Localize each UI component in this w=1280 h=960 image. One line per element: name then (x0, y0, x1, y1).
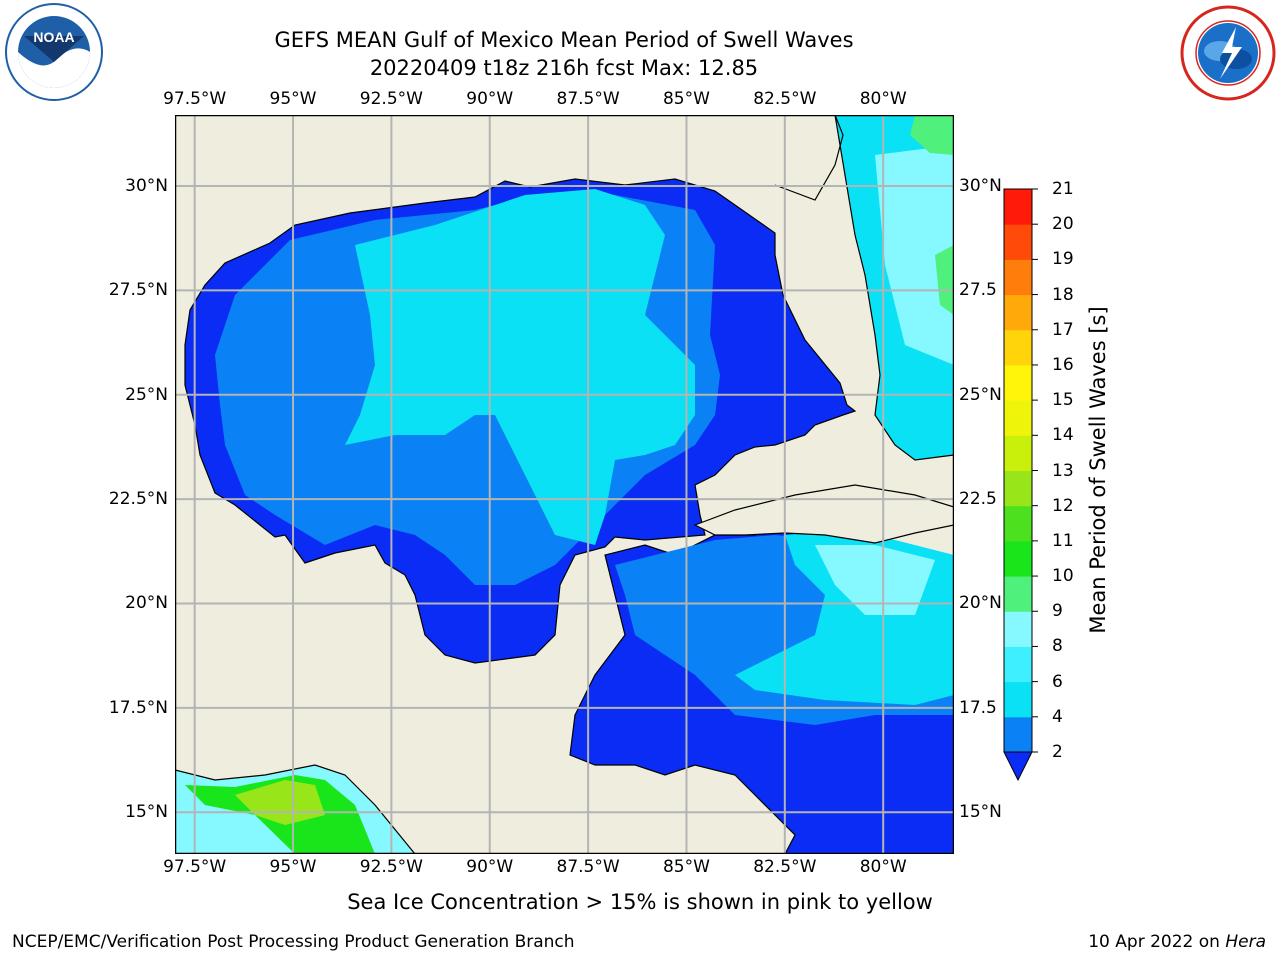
colorbar-segment (1004, 470, 1032, 507)
longitude-tick-bottom: 82.5°W (753, 857, 817, 877)
colorbar-segment (1004, 259, 1032, 296)
colorbar-tick-label: 4 (1052, 706, 1063, 727)
colorbar-tick-label: 14 (1052, 425, 1074, 446)
colorbar-tick-label: 13 (1052, 460, 1074, 481)
longitude-tick-top: 97.5°W (163, 89, 227, 109)
colorbar-tick-label: 20 (1052, 214, 1074, 235)
nws-logo (1180, 5, 1276, 101)
colorbar-tick-label: 21 (1052, 179, 1074, 199)
footer-host: Hera (1225, 932, 1266, 952)
grid-lines (175, 115, 954, 854)
atlantic-green-swell (910, 115, 954, 315)
colorbar-tick-label: 16 (1052, 354, 1074, 375)
colorbar-segment (1004, 646, 1032, 683)
colorbar-segment (1004, 400, 1032, 436)
latitude-tick-left: 30°N (125, 175, 168, 196)
latitude-tick-left: 22.5°N (108, 489, 168, 510)
colorbar-tick-label: 19 (1052, 249, 1074, 270)
colorbar-tick-label: 2 (1052, 742, 1063, 762)
chart-subtitle: 20220409 t18z 216h fcst Max: 12.85 (369, 56, 759, 80)
longitude-tick-bottom: 92.5°W (359, 857, 423, 877)
noaa-logo: NOAA (4, 2, 104, 102)
colorbar-tick-label: 6 (1052, 671, 1063, 692)
colorbar-segment (1004, 681, 1032, 718)
longitude-tick-top: 85°W (662, 89, 710, 109)
longitude-tick-bottom: 90°W (466, 857, 514, 877)
latitude-tick-right: 22.5 (959, 489, 997, 510)
latitude-tick-right: 25°N (959, 384, 1002, 405)
longitude-tick-top: 92.5°W (359, 89, 423, 109)
sea-ice-note: Sea Ice Concentration > 15% is shown in … (347, 890, 933, 914)
colorbar-label: Mean Period of Swell Waves [s] (1086, 306, 1110, 634)
latitude-tick-right: 15°N (959, 802, 1002, 823)
footer-date: 10 Apr 2022 on Hera (1088, 932, 1266, 952)
atlantic-light-swell (875, 145, 954, 365)
colorbar-segment (1004, 716, 1032, 753)
longitude-tick-top: 95°W (269, 89, 317, 109)
colorbar-extend-arrow (1003, 751, 1033, 782)
colorbar-segment (1004, 224, 1032, 260)
colorbar-tick-label: 15 (1052, 390, 1074, 411)
gulf-map (175, 115, 954, 854)
longitude-tick-bottom: 80°W (859, 857, 907, 877)
colorbar-tick-label: 10 (1052, 566, 1074, 587)
florida-coast (774, 115, 844, 201)
caribbean-light-swell (815, 545, 935, 615)
colorbar-segment (1004, 505, 1032, 542)
longitude-tick-top: 80°W (859, 89, 907, 109)
colorbar-segment (1004, 576, 1032, 612)
colorbar-tick-label: 8 (1052, 636, 1063, 657)
colorbar-tick-label: 11 (1052, 530, 1074, 551)
map-frame (175, 115, 954, 854)
colorbar-segment (1004, 329, 1032, 366)
latitude-tick-right: 17.5 (959, 697, 997, 718)
latitude-tick-right: 20°N (959, 593, 1002, 614)
footer-credit: NCEP/EMC/Verification Post Processing Pr… (12, 932, 575, 952)
colorbar-tick-label: 17 (1052, 319, 1074, 340)
colorbar-segment (1004, 611, 1032, 647)
noaa-logo-text: NOAA (33, 29, 74, 45)
longitude-tick-bottom: 85°W (662, 857, 710, 877)
longitude-tick-top: 82.5°W (753, 89, 817, 109)
latitude-tick-left: 20°N (125, 593, 168, 614)
colorbar-segment (1004, 189, 1032, 225)
colorbar-tick-label: 12 (1052, 495, 1074, 516)
footer-date-text: 10 Apr 2022 on (1088, 932, 1220, 952)
latitude-tick-left: 27.5°N (108, 280, 168, 301)
latitude-tick-right: 27.5 (959, 280, 997, 301)
colorbar (1003, 188, 1038, 782)
chart-title: GEFS MEAN Gulf of Mexico Mean Period of … (274, 28, 854, 52)
colorbar-tick-label: 9 (1052, 601, 1063, 622)
colorbar-tick-label: 18 (1052, 284, 1074, 305)
colorbar-segment (1004, 364, 1032, 401)
longitude-tick-top: 90°W (466, 89, 514, 109)
longitude-tick-bottom: 87.5°W (556, 857, 620, 877)
longitude-tick-bottom: 97.5°W (163, 857, 227, 877)
latitude-tick-left: 25°N (125, 384, 168, 405)
longitude-tick-top: 87.5°W (556, 89, 620, 109)
gulf-cyan-swell (345, 189, 695, 545)
longitude-tick-bottom: 95°W (269, 857, 317, 877)
latitude-tick-left: 17.5°N (108, 697, 168, 718)
colorbar-segment (1004, 435, 1032, 471)
pacific-yellowgreen-swell (235, 780, 325, 825)
latitude-tick-right: 30°N (959, 175, 1002, 196)
latitude-tick-left: 15°N (125, 802, 168, 823)
colorbar-segment (1004, 540, 1032, 577)
colorbar-segment (1004, 294, 1032, 331)
